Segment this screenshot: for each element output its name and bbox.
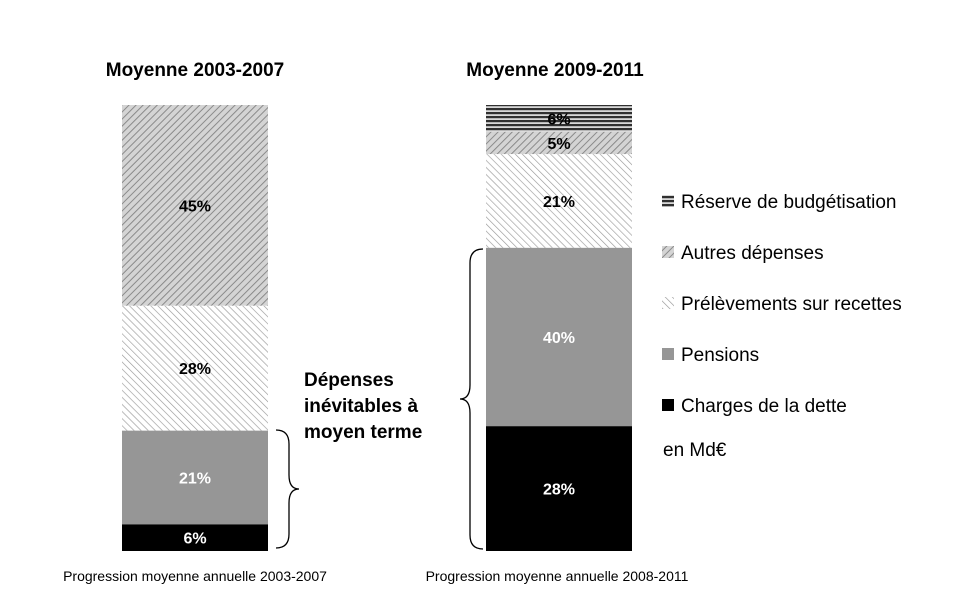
bar-label-prelevements-2: 21% bbox=[543, 194, 575, 211]
bar-segment-autres-2 bbox=[486, 131, 632, 155]
annotation-line-2: inévitables à bbox=[304, 396, 418, 417]
bar-segment-autres-1 bbox=[122, 105, 268, 306]
legend-label-prelevements: Prélèvements sur recettes bbox=[681, 294, 902, 315]
bars-group: 6% 21% 28% 45% 28% 40% 21% 5% 6% bbox=[122, 105, 632, 551]
brace-left bbox=[275, 429, 300, 549]
subtitle-left: Progression moyenne annuelle 2003-2007 bbox=[63, 568, 327, 584]
bar-segment-dette-2 bbox=[486, 426, 632, 551]
bar-label-dette-1: 6% bbox=[183, 531, 206, 548]
annotation-line-3: moyen terme bbox=[304, 422, 422, 443]
legend-label-reserve: Réserve de budgétisation bbox=[681, 192, 896, 213]
bar-label-reserve-2: 6% bbox=[547, 111, 570, 128]
legend-swatch-pensions bbox=[662, 348, 674, 360]
legend: Réserve de budgétisation Autres dépenses P… bbox=[662, 192, 902, 417]
unit-note: en Md€ bbox=[663, 440, 727, 461]
bar-segment-pensions-1 bbox=[122, 430, 268, 525]
bar-segment-pensions-2 bbox=[486, 247, 632, 427]
legend-label-dette: Charges de la dette bbox=[681, 396, 847, 417]
legend-label-pensions: Pensions bbox=[681, 345, 759, 366]
bar-label-dette-2: 28% bbox=[543, 482, 575, 499]
bar-label-autres-2: 5% bbox=[547, 136, 570, 153]
bar-segment-prelevements-2 bbox=[486, 154, 632, 248]
chart-title-left: Moyenne 2003-2007 bbox=[106, 60, 285, 81]
bar-segment-reserve-2 bbox=[486, 105, 632, 132]
bar-label-autres-1: 45% bbox=[179, 198, 211, 215]
legend-label-autres: Autres dépenses bbox=[681, 243, 824, 264]
legend-swatch-prelevements bbox=[662, 297, 674, 309]
subtitle-right: Progression moyenne annuelle 2008-2011 bbox=[426, 568, 689, 584]
chart-title-right: Moyenne 2009-2011 bbox=[466, 60, 644, 81]
legend-swatch-dette bbox=[662, 399, 674, 411]
annotation-line-1: Dépenses bbox=[304, 370, 394, 391]
legend-swatch-autres bbox=[662, 246, 674, 258]
bar-label-pensions-2: 40% bbox=[543, 330, 575, 347]
brace-right bbox=[459, 248, 484, 550]
bar-label-pensions-1: 21% bbox=[179, 470, 211, 487]
legend-swatch-reserve bbox=[662, 195, 674, 207]
bar-segment-prelevements-1 bbox=[122, 305, 268, 431]
bar-label-prelevements-1: 28% bbox=[179, 361, 211, 378]
bar-segment-dette-1 bbox=[122, 524, 268, 551]
